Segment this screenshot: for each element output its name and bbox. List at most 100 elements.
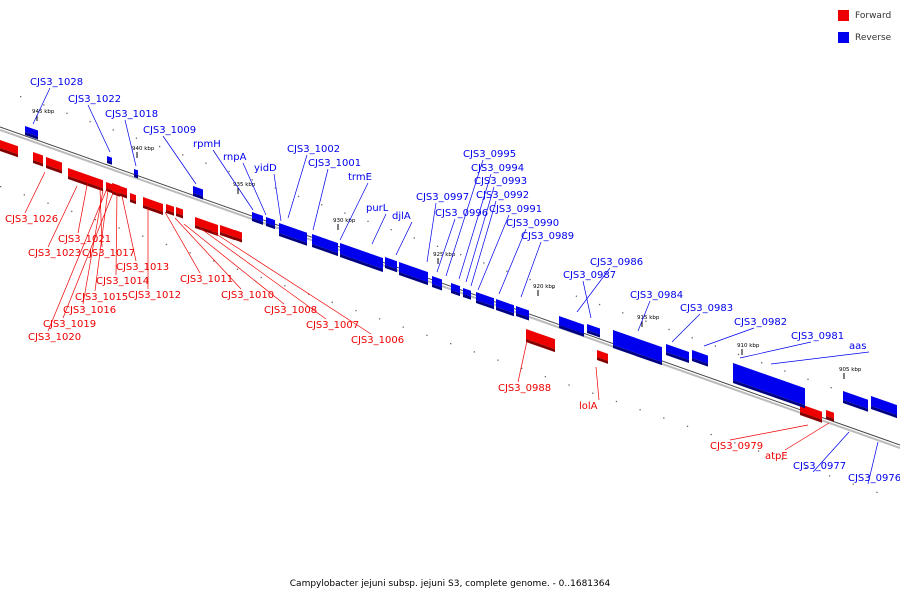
gene-face <box>68 168 103 189</box>
reverse-gene <box>107 156 112 165</box>
reverse-leader <box>273 173 282 222</box>
forward-leader <box>199 227 327 320</box>
gene-face <box>399 262 428 283</box>
gene-face <box>826 410 834 419</box>
guide-dot <box>497 359 499 361</box>
gene-side <box>252 218 263 225</box>
gene-face <box>134 169 138 176</box>
gene-side <box>463 294 471 300</box>
reverse-label: purL <box>366 203 389 214</box>
gene-side <box>33 160 43 167</box>
guide-dot <box>615 400 618 403</box>
forward-leader <box>174 217 242 290</box>
reverse-label: trmE <box>348 172 372 183</box>
reverse-leader <box>445 159 484 277</box>
forward-gene <box>526 329 555 353</box>
reverse-leader <box>770 351 870 365</box>
reverse-gene <box>134 169 138 179</box>
gene-face <box>733 363 805 406</box>
reverse-leader <box>520 241 542 298</box>
guide-dot <box>761 362 763 364</box>
gene-face <box>871 396 897 416</box>
gene-face <box>463 288 471 297</box>
gene-side <box>195 225 218 237</box>
scale-label: 930 kbp <box>333 218 356 224</box>
forward-label: atpE <box>765 451 788 462</box>
gene-side <box>120 193 127 199</box>
guide-dot <box>710 433 712 436</box>
guide-dot <box>663 417 665 419</box>
gene-face <box>432 276 442 288</box>
gene-side <box>68 176 103 192</box>
gene-side <box>107 160 112 165</box>
forward-leader <box>94 189 109 292</box>
reverse-label: CJS3_0983 <box>680 303 733 314</box>
reverse-gene <box>312 234 338 257</box>
reverse-label: CJS3_1009 <box>143 125 196 136</box>
gene-face <box>692 350 708 364</box>
forward-gene <box>826 410 834 422</box>
reverse-label: CJS3_0990 <box>506 218 559 229</box>
guide-dot <box>0 186 2 188</box>
reverse-leader <box>465 186 495 283</box>
reverse-leader <box>312 168 329 231</box>
gene-side <box>476 300 494 310</box>
guide-dot <box>213 260 215 262</box>
forward-leader <box>517 340 528 383</box>
forward-gene <box>106 182 112 194</box>
reverse-label: CJS3_1018 <box>105 109 158 120</box>
forward-leader <box>47 185 109 332</box>
reverse-leader <box>212 149 254 211</box>
forward-gene <box>130 193 136 205</box>
forward-gene <box>195 217 218 237</box>
forward-leader <box>209 229 372 335</box>
gene-side <box>106 188 112 194</box>
guide-dot <box>598 303 601 306</box>
forward-label: CJS3_1010 <box>221 290 274 301</box>
reverse-label: CJS3_0991 <box>489 204 542 215</box>
guide-dot <box>460 254 462 256</box>
reverse-gene <box>25 126 38 140</box>
guide-dot <box>450 343 452 345</box>
reverse-label: CJS3_0984 <box>630 290 683 301</box>
gene-side <box>143 205 163 215</box>
gene-face <box>312 234 338 254</box>
forward-leader <box>595 366 600 401</box>
reverse-gene <box>733 363 805 409</box>
guide-dot <box>142 235 144 237</box>
track-shadow <box>0 129 900 449</box>
forward-gene <box>112 183 120 197</box>
gene-side <box>134 174 138 179</box>
reverse-gene <box>871 396 897 419</box>
gene-face <box>496 299 514 314</box>
gene-face <box>843 391 868 409</box>
gene-face <box>0 140 18 155</box>
reverse-label: CJS3_0995 <box>463 149 516 160</box>
reverse-gene <box>385 257 397 273</box>
guide-dot <box>228 170 230 173</box>
reverse-gene <box>692 350 708 367</box>
forward-label: CJS3_1008 <box>264 305 317 316</box>
reverse-label: yidD <box>254 163 277 174</box>
guide-dot <box>828 475 831 477</box>
reverse-label: CJS3_0989 <box>521 231 574 242</box>
reverse-label: CJS3_0976 <box>848 473 900 484</box>
guide-dot <box>94 219 97 221</box>
scale-label: 910 kbp <box>737 343 760 349</box>
forward-gene <box>166 204 174 216</box>
gene-side <box>692 358 708 367</box>
gene-face <box>666 344 689 361</box>
guide-dot <box>691 337 693 339</box>
gene-side <box>279 233 307 246</box>
guide-dot <box>639 409 641 411</box>
reverse-label: CJS3_0993 <box>474 176 527 187</box>
reverse-leader <box>477 214 510 291</box>
guide-dot <box>260 276 262 279</box>
gene-face <box>143 197 163 212</box>
gene-side <box>266 223 275 230</box>
reverse-gene <box>666 344 689 364</box>
gene-face <box>800 404 822 420</box>
guide-dot <box>622 312 624 314</box>
gene-face <box>613 330 662 363</box>
gene-side <box>613 345 662 366</box>
